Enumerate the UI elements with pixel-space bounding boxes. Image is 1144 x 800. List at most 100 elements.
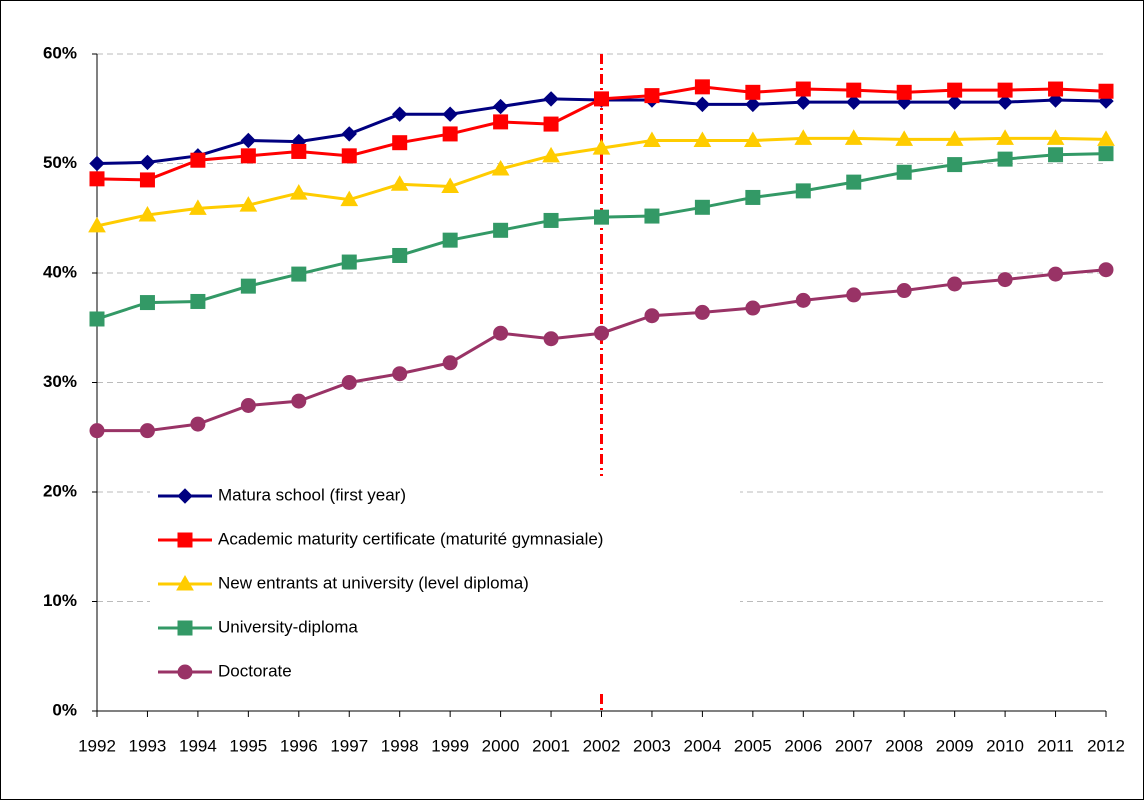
- data-point: [89, 155, 105, 172]
- legend-marker: [176, 574, 194, 591]
- data-point: [1097, 130, 1115, 146]
- data-point: [1048, 81, 1064, 97]
- data-point: [946, 94, 963, 110]
- data-point: [795, 292, 811, 308]
- data-point: [896, 164, 912, 180]
- y-tick-label: 50%: [43, 153, 77, 172]
- data-point: [341, 126, 357, 142]
- data-point: [341, 375, 357, 390]
- data-point: [895, 130, 914, 146]
- data-point: [139, 423, 155, 439]
- data-point: [239, 196, 258, 212]
- y-tick-label: 10%: [43, 591, 77, 610]
- data-point: [996, 129, 1014, 145]
- data-point: [644, 208, 660, 224]
- data-point: [542, 146, 560, 163]
- x-tick-label: 2010: [986, 736, 1024, 755]
- data-point: [844, 129, 863, 145]
- legend-label: New entrants at university (level diplom…: [218, 573, 529, 592]
- data-point: [340, 190, 359, 207]
- data-point: [392, 366, 408, 382]
- data-point: [240, 397, 256, 413]
- data-point: [745, 84, 761, 100]
- data-point: [846, 82, 862, 98]
- data-point: [240, 132, 257, 149]
- data-point: [795, 183, 811, 199]
- legend-label: Doctorate: [218, 661, 292, 680]
- data-point: [240, 148, 256, 164]
- legend-label: University-diploma: [218, 617, 358, 636]
- y-tick-label: 40%: [43, 262, 77, 281]
- data-point: [441, 177, 460, 193]
- data-point: [997, 94, 1013, 110]
- data-point: [89, 311, 105, 327]
- data-point: [644, 308, 660, 324]
- y-tick-label: 60%: [43, 43, 77, 62]
- data-point: [997, 151, 1013, 167]
- data-point: [694, 199, 710, 215]
- data-point: [392, 135, 408, 151]
- x-tick-label: 1999: [431, 736, 469, 755]
- x-tick-label: 1992: [78, 736, 116, 755]
- data-point: [643, 131, 661, 148]
- data-point: [341, 148, 357, 164]
- data-point: [442, 126, 458, 142]
- data-point: [291, 143, 307, 159]
- data-point: [543, 91, 559, 107]
- x-tick-label: 2000: [482, 736, 520, 755]
- data-point: [493, 222, 509, 238]
- data-point: [896, 283, 912, 299]
- x-tick-label: 2009: [936, 736, 974, 755]
- data-point: [543, 331, 559, 347]
- data-point: [896, 84, 912, 100]
- data-point: [846, 94, 862, 110]
- data-point: [945, 130, 964, 146]
- x-tick-label: 2011: [1037, 736, 1074, 755]
- data-point: [189, 199, 207, 215]
- data-point: [442, 355, 458, 371]
- x-tick-label: 2012: [1087, 736, 1125, 755]
- x-tick-label: 1993: [129, 736, 167, 755]
- x-tick-label: 2008: [885, 736, 923, 755]
- data-point: [694, 304, 710, 320]
- data-point: [89, 171, 105, 187]
- data-point: [997, 272, 1013, 288]
- data-point: [1048, 147, 1064, 163]
- x-tick-label: 2006: [784, 736, 822, 755]
- legend: Matura school (first year) Academic matur…: [150, 476, 740, 692]
- data-point: [190, 293, 206, 309]
- data-point: [138, 205, 157, 222]
- x-tick-label: 2002: [583, 736, 621, 755]
- data-point: [289, 184, 308, 200]
- x-tick-label: 2003: [633, 736, 671, 755]
- data-point: [291, 393, 307, 409]
- data-point: [743, 131, 762, 148]
- data-point: [795, 94, 812, 110]
- data-point: [543, 212, 559, 228]
- x-tick-label: 2005: [734, 736, 772, 755]
- data-point: [88, 216, 106, 233]
- y-tick-label: 0%: [52, 700, 77, 719]
- data-point: [390, 175, 409, 191]
- data-point: [392, 247, 408, 263]
- data-point: [492, 98, 509, 115]
- data-point: [442, 106, 458, 122]
- legend-label: Matura school (first year): [218, 485, 406, 504]
- data-point: [745, 96, 761, 113]
- x-tick-label: 2004: [683, 736, 721, 755]
- data-point: [846, 287, 862, 303]
- data-point: [291, 266, 307, 282]
- data-point: [190, 416, 206, 432]
- data-point: [190, 152, 206, 168]
- data-point: [139, 172, 155, 188]
- data-point: [1098, 262, 1114, 278]
- data-point: [139, 295, 155, 311]
- data-point: [947, 157, 963, 173]
- data-point: [693, 131, 712, 148]
- legend-marker: [177, 532, 193, 548]
- data-point: [594, 209, 609, 225]
- x-tick-label: 2007: [835, 736, 873, 755]
- data-point: [1046, 129, 1065, 145]
- data-point: [341, 254, 357, 270]
